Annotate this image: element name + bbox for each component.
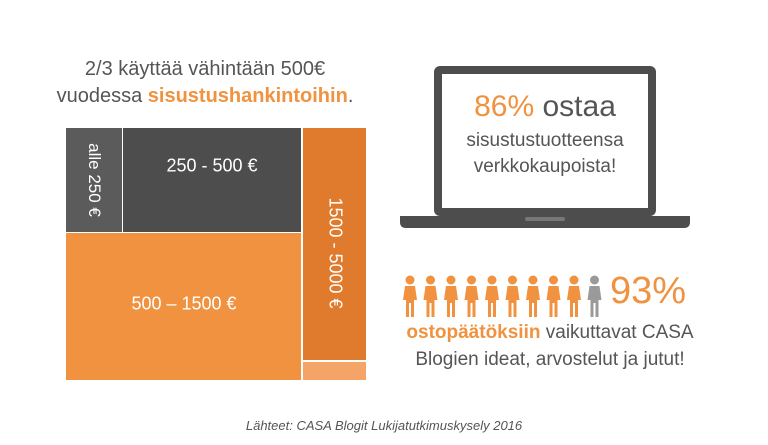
people-pictogram xyxy=(403,275,602,317)
tile-500-1500: 500 – 1500 € xyxy=(66,233,301,380)
tile-500-1500-label: 500 – 1500 € xyxy=(131,293,237,314)
tile-250-500: 250 - 500 € xyxy=(123,128,301,232)
person-icon xyxy=(567,275,581,317)
headline-line2-end: . xyxy=(347,85,354,107)
people-line1-rest: vaikuttavat CASA xyxy=(540,322,694,343)
laptop-graphic: 86% ostaa sisustustuotteensa verkkokaupo… xyxy=(400,66,690,231)
tile-1500-5000-label: 1500 - 5000 € xyxy=(325,197,346,309)
headline: 2/3 käyttää vähintään 500€ vuodessa sisu… xyxy=(40,56,370,110)
tile-under-250-label: alle 250 € xyxy=(85,143,104,217)
headline-line1: 2/3 käyttää vähintään 500€ xyxy=(84,58,326,80)
headline-line2: vuodessa sisustushankintoihin. xyxy=(40,83,370,110)
tile-over-5000 xyxy=(303,362,366,380)
person-icon xyxy=(485,275,499,317)
people-line1-emphasis: ostopäätöksiin xyxy=(406,322,541,343)
person-icon xyxy=(464,275,479,317)
tile-under-250: alle 250 € xyxy=(66,128,122,232)
tile-250-500-label: 250 - 500 € xyxy=(166,155,258,176)
people-percent: 93% xyxy=(610,270,687,312)
laptop-icon xyxy=(400,66,690,228)
people-line2: Blogien ideat, arvostelut ja jutut! xyxy=(415,349,685,370)
person-icon xyxy=(546,275,561,317)
people-line1: ostopäätöksiin vaikuttavat CASA xyxy=(380,322,720,344)
laptop-line2: verkkokaupoista! xyxy=(473,156,617,177)
person-icon xyxy=(505,275,520,317)
person-icon xyxy=(423,275,438,317)
laptop-line1: sisustustuotteensa xyxy=(466,130,624,151)
person-icon xyxy=(587,275,602,317)
source-note: Lähteet: CASA Blogit Lukijatutkimuskysel… xyxy=(245,418,523,433)
person-icon xyxy=(444,275,458,317)
person-icon xyxy=(403,275,417,317)
person-icon xyxy=(526,275,540,317)
laptop-headline: 86% ostaa xyxy=(400,90,690,124)
spending-treemap: alle 250 € 250 - 500 € 500 – 1500 € 1500… xyxy=(66,128,366,380)
headline-line2-plain: vuodessa xyxy=(56,85,148,107)
laptop-percent: 86% xyxy=(474,90,535,123)
laptop-verb: ostaa xyxy=(542,90,616,123)
tile-1500-5000: 1500 - 5000 € xyxy=(303,128,366,360)
headline-line2-emphasis: sisustushankintoihin xyxy=(147,85,348,107)
